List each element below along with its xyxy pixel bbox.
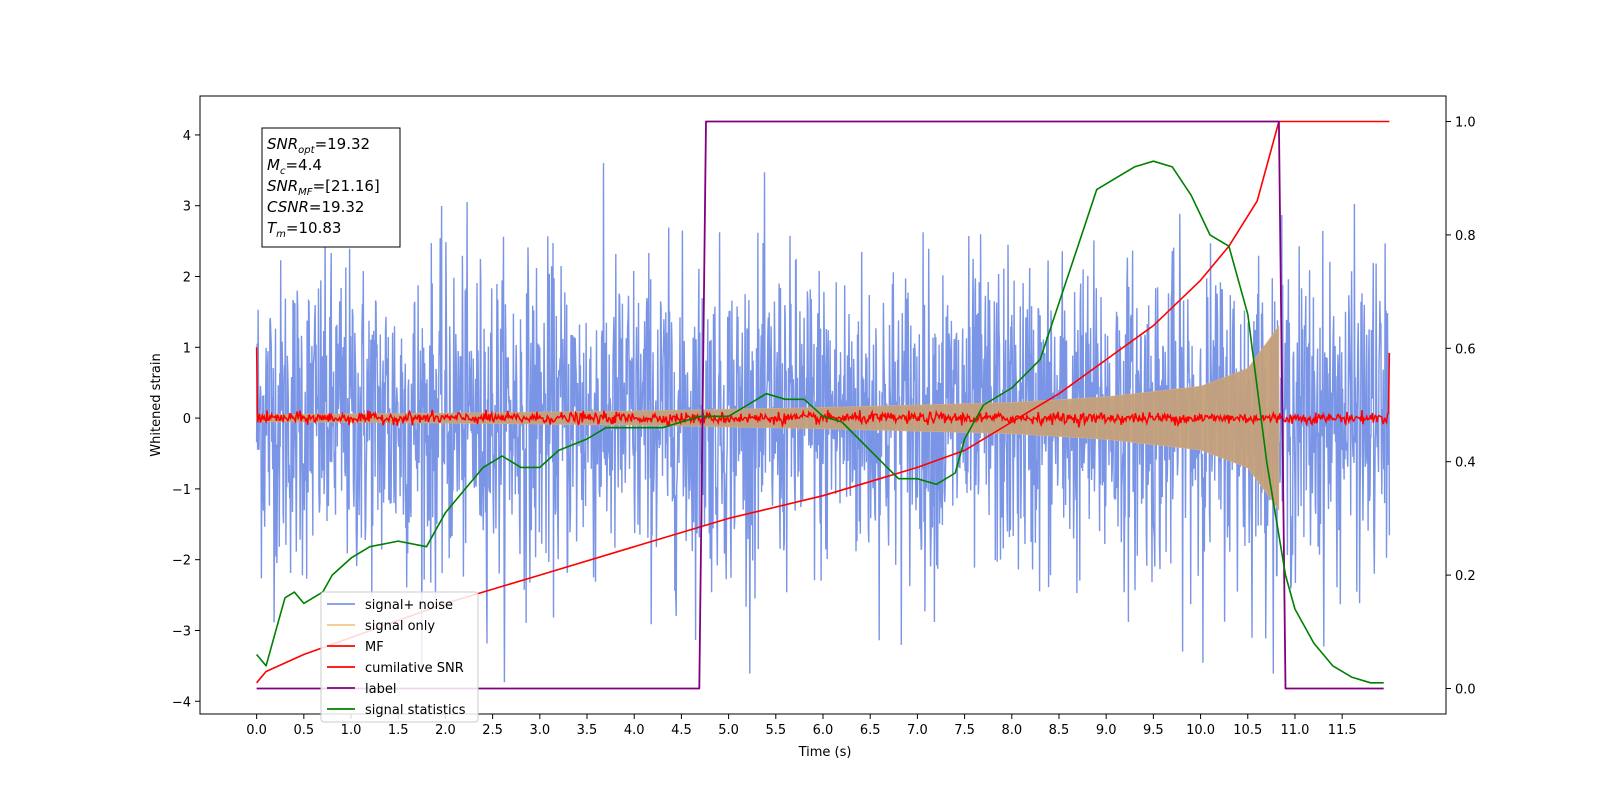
stats-annotation: SNRopt=19.32Mc=4.4SNRMF=[21.16]CSNR=19.3… — [261, 127, 401, 248]
x-tick-label: 10.0 — [1186, 723, 1215, 738]
series-signal-statistics — [255, 160, 1384, 684]
y-left-tick-label: 4 — [183, 129, 191, 144]
x-tick-label: 0.5 — [293, 723, 314, 738]
annotation-line: Tm=10.83 — [267, 219, 341, 240]
annotation-value: =4.4 — [285, 156, 321, 174]
y-right-tick-label: 0.6 — [1455, 342, 1476, 357]
x-tick-label: 11.5 — [1328, 723, 1357, 738]
x-tick-label: 4.5 — [671, 723, 692, 738]
y-right-tick-label: 0.8 — [1455, 229, 1476, 244]
annotation-sub: MF — [298, 187, 313, 198]
annotation-line: SNRopt=19.32 — [267, 135, 370, 156]
legend-entry: MF — [365, 640, 384, 655]
annotation-value: =[21.16] — [313, 177, 380, 195]
y-right-tick-label: 0.4 — [1455, 456, 1476, 471]
legend-entry: label — [365, 682, 396, 697]
series-mf — [255, 347, 1391, 429]
y-left-tick-label: −1 — [172, 483, 191, 498]
legend-box — [320, 591, 479, 723]
x-tick-label: 11.0 — [1280, 723, 1309, 738]
y-right-tick-label: 1.0 — [1455, 116, 1476, 131]
annotation-sub: m — [276, 229, 286, 240]
y-left-tick-label: −2 — [172, 554, 191, 569]
annotation-box — [261, 127, 401, 248]
legend-entry: signal+ noise — [365, 598, 453, 613]
annotation-line: CSNR=19.32 — [267, 198, 364, 216]
x-tick-label: 9.5 — [1143, 723, 1164, 738]
y-right-tick-label: 0.2 — [1455, 569, 1476, 584]
plot-area — [199, 95, 1447, 715]
annotation-var: T — [267, 219, 278, 237]
y-axis-left: 4 3 2 1 0 −1 −2 −3 −4 — [172, 129, 200, 710]
annotation-line: Mc=4.4 — [267, 156, 322, 177]
series-label — [256, 120, 1384, 690]
x-axis: 0.0 0.5 1.0 1.5 2.0 2.5 3.0 3.5 4.0 4.5 5.0 5.5 6.0 6… — [246, 714, 1357, 738]
x-tick-label: 1.0 — [341, 723, 362, 738]
annotation-sub: opt — [298, 145, 315, 156]
y-left-tick-label: 1 — [183, 341, 191, 356]
annotation-value: =10.83 — [286, 219, 342, 237]
x-tick-label: 7.0 — [907, 723, 928, 738]
series-group — [255, 120, 1391, 690]
y-left-tick-label: 3 — [183, 200, 191, 215]
x-tick-label: 7.5 — [954, 723, 975, 738]
y-right-tick-label: 0.0 — [1455, 682, 1476, 697]
y-left-tick-label: 2 — [183, 271, 191, 286]
annotation-sub: c — [280, 166, 286, 177]
x-tick-label: 0.0 — [246, 723, 267, 738]
annotation-value: =19.32 — [315, 135, 371, 153]
annotation-var: SNR — [267, 135, 298, 153]
legend-entry: signal statistics — [365, 703, 466, 718]
legend-entry: signal only — [365, 619, 435, 634]
x-tick-label: 3.5 — [577, 723, 598, 738]
x-tick-label: 5.5 — [765, 723, 786, 738]
y-left-tick-label: −4 — [172, 695, 191, 710]
legend: signal+ noise signal only MF cumilative SNR… — [320, 591, 479, 723]
x-tick-label: 2.0 — [435, 723, 456, 738]
y-left-tick-label: −3 — [172, 624, 191, 639]
annotation-line: SNRMF=[21.16] — [267, 177, 380, 198]
annotation-var: SNR — [267, 177, 298, 195]
annotation-var: M — [267, 156, 280, 174]
legend-entry: cumilative SNR — [365, 661, 464, 676]
y-axis-right: 1.0 0.8 0.6 0.4 0.2 0.0 — [1446, 116, 1476, 697]
annotation-var: CSNR — [267, 198, 309, 216]
x-tick-label: 3.0 — [529, 723, 550, 738]
x-tick-label: 2.5 — [482, 723, 503, 738]
x-tick-label: 6.5 — [860, 723, 881, 738]
x-tick-label: 4.0 — [624, 723, 645, 738]
x-tick-label: 1.5 — [388, 723, 409, 738]
x-tick-label: 9.0 — [1096, 723, 1117, 738]
x-tick-label: 5.0 — [718, 723, 739, 738]
y-left-tick-label: 0 — [183, 412, 191, 427]
annotation-value: =19.32 — [309, 198, 365, 216]
y-axis-label: Whitened strain — [149, 353, 164, 456]
x-axis-label: Time (s) — [798, 745, 852, 760]
x-tick-label: 10.5 — [1233, 723, 1262, 738]
x-tick-label: 6.0 — [813, 723, 834, 738]
x-tick-label: 8.5 — [1049, 723, 1070, 738]
x-tick-label: 8.0 — [1001, 723, 1022, 738]
